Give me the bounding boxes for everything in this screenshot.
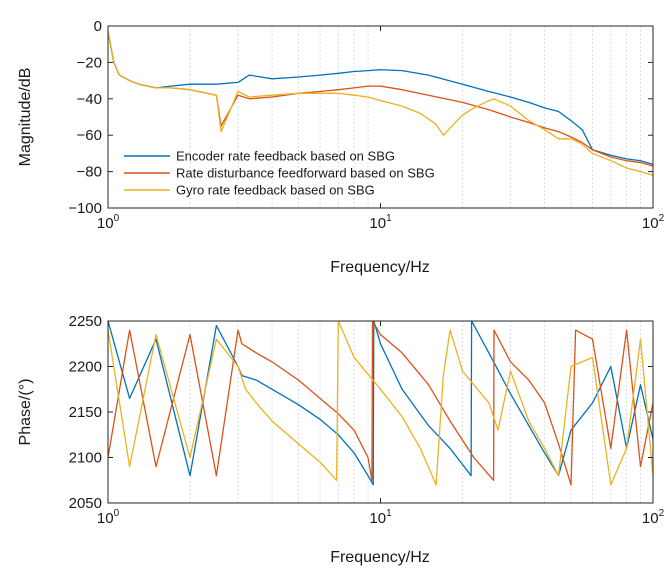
magnitude-y-tick-label: −60 [77, 127, 102, 144]
magnitude-y-tick-label: −80 [77, 164, 102, 181]
magnitude-axes-box [107, 25, 654, 209]
phase-x-tick-label: 102 [642, 508, 665, 527]
magnitude-legend: Encoder rate feedback based on SBG Rate d… [124, 149, 435, 198]
magnitude-y-tick-label: −20 [77, 54, 102, 71]
magnitude-x-tick-label: 102 [642, 213, 665, 232]
phase-x-axis-label: Frequency/Hz [330, 549, 430, 566]
magnitude-y-tick-label: −40 [77, 91, 102, 108]
legend-label-2: Gyro rate feedback based on SBG [176, 183, 375, 198]
phase-x-tick-label: 100 [97, 508, 120, 527]
phase-y-tick-label: 2200 [69, 359, 102, 376]
phase-series-1 [108, 321, 653, 486]
phase-series-group [108, 321, 653, 486]
magnitude-x-tick-label: 101 [369, 213, 392, 232]
phase-y-tick-label: 2150 [69, 404, 102, 421]
magnitude-series-2 [108, 31, 653, 176]
phase-y-axis-label: Phase/(°) [17, 379, 34, 446]
magnitude-grid [189, 26, 641, 208]
legend-label-1: Rate disturbance feedforward based on SB… [176, 166, 435, 181]
phase-x-tick-label: 101 [369, 508, 392, 527]
magnitude-y-tick-label: −100 [68, 200, 102, 217]
phase-y-tick-label: 2050 [69, 495, 102, 512]
magnitude-series-group [108, 31, 653, 176]
phase-series-2 [108, 321, 653, 486]
legend-label-0: Encoder rate feedback based on SBG [176, 149, 395, 164]
magnitude-x-tick-label: 100 [97, 213, 120, 232]
phase-y-tick-label: 2250 [69, 313, 102, 330]
magnitude-y-axis-label: Magnitude/dB [17, 68, 34, 167]
phase-y-tick-label: 2100 [69, 450, 102, 467]
magnitude-y-tick-label: 0 [94, 18, 102, 35]
magnitude-x-axis-label: Frequency/Hz [330, 259, 430, 276]
